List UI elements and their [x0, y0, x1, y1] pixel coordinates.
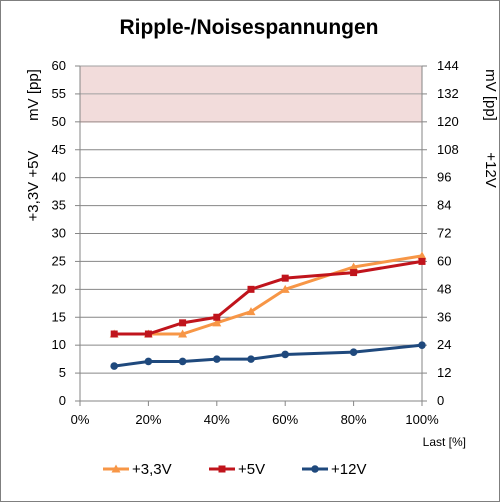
y-left-tick-label: 45 — [52, 142, 66, 157]
y-right-tick-label: 60 — [437, 253, 451, 268]
chart-title: Ripple-/Noisespannungen — [119, 16, 378, 39]
y-left-tick-label: 30 — [52, 226, 66, 241]
y-right-tick-label: 132 — [437, 86, 459, 101]
data-point-0 — [280, 284, 290, 293]
y-left-tick-label: 25 — [52, 253, 66, 268]
data-point-0 — [178, 329, 188, 338]
y-right-tick-label: 144 — [437, 58, 459, 73]
y-left-tick-label: 20 — [52, 281, 66, 296]
legend-marker-0 — [111, 464, 121, 473]
y-right-tick-label: 48 — [437, 281, 451, 296]
data-point-2 — [349, 348, 358, 356]
data-point-2 — [418, 341, 426, 349]
data-point-0 — [417, 251, 427, 260]
data-point-0 — [212, 318, 222, 327]
data-point-1 — [281, 274, 289, 282]
data-point-0 — [349, 262, 359, 271]
y-right-label-line2: mV [pp] — [482, 69, 499, 121]
x-tick-label: 60% — [272, 412, 298, 427]
y-right-tick-label: 108 — [437, 142, 459, 157]
series-line-1 — [114, 259, 423, 336]
data-point-2 — [110, 362, 118, 370]
data-point-1 — [179, 319, 187, 327]
y-left-tick-label: 5 — [59, 365, 66, 380]
y-left-tick-label: 10 — [52, 337, 66, 352]
x-tick-label: 80% — [341, 412, 367, 427]
y-right-tick-label: 96 — [437, 170, 451, 185]
data-point-2 — [247, 355, 255, 363]
data-point-1 — [418, 257, 426, 265]
y-right-tick-label: 72 — [437, 226, 451, 241]
y-left-label-line2: mV [pp] — [25, 69, 42, 121]
y-left-tick-label: 35 — [52, 198, 66, 213]
legend-label-0: +3,3V — [132, 461, 172, 478]
y-right-tick-label: 12 — [437, 365, 451, 380]
y-right-tick-label: 0 — [437, 393, 444, 408]
legend-marker-2 — [311, 465, 319, 473]
series-line-2 — [113, 343, 423, 368]
legend-marker-1 — [218, 465, 226, 473]
y-right-tick-label: 36 — [437, 309, 451, 324]
y-left-tick-label: 55 — [52, 86, 66, 101]
legend-label-1: +5V — [238, 461, 265, 478]
y-right-tick-label: 24 — [437, 337, 451, 352]
data-point-1 — [247, 285, 255, 293]
y-right-tick-label: 120 — [437, 114, 459, 129]
y-right-tick-label: 84 — [437, 198, 451, 213]
tick-labels: 0 0 5 12 10 24 15 36 20 48 25 60 30 72 35 84 40 96 45 108 50… — [52, 58, 459, 427]
x-tick-label: 20% — [135, 412, 161, 427]
x-tick-label: 40% — [204, 412, 230, 427]
legend-label-2: +12V — [331, 461, 366, 478]
x-tick-label: 0% — [71, 412, 90, 427]
data-point-1 — [350, 269, 358, 277]
y-left-tick-label: 50 — [52, 114, 66, 129]
x-tick-label: 100% — [405, 412, 439, 427]
data-point-2 — [178, 357, 187, 366]
y-left-tick-label: 0 — [59, 393, 66, 408]
data-point-2 — [281, 350, 290, 359]
data-point-2 — [213, 355, 221, 363]
x-axis-label: Last [%] — [423, 435, 466, 449]
data-point-0 — [246, 307, 256, 316]
y-left-tick-label: 60 — [52, 58, 66, 73]
series-line-0 — [114, 254, 423, 336]
data-point-2 — [144, 357, 153, 366]
y-left-label-line1: +3,3V +5V — [25, 151, 42, 222]
legend: +3,3V +5V +12V — [103, 461, 366, 478]
data-point-1 — [110, 330, 118, 338]
series-layer — [109, 251, 427, 370]
gridlines — [80, 65, 422, 374]
y-right-label-line1: +12V — [482, 152, 499, 187]
y-left-tick-label: 40 — [52, 170, 66, 185]
data-point-1 — [144, 330, 152, 338]
y-left-tick-label: 15 — [52, 309, 66, 324]
data-point-1 — [213, 313, 221, 321]
